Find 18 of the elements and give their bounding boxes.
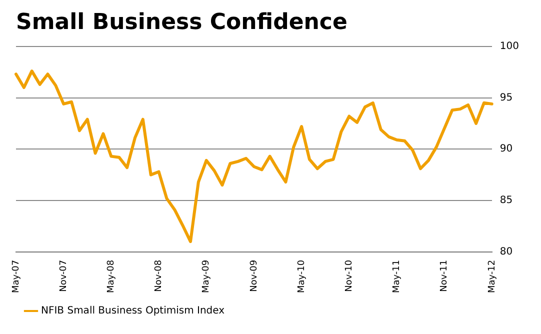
x-tick-label: May-12 (487, 260, 498, 294)
y-tick-label: 100 (500, 40, 520, 52)
x-tick-label: May-11 (392, 260, 402, 294)
x-tick-label: Nov-08 (154, 260, 164, 292)
x-tick-label: May-10 (296, 260, 307, 294)
x-tick-label: Nov-10 (344, 260, 354, 292)
x-tick-label: Nov-07 (58, 260, 69, 292)
x-tick-label: May-08 (106, 260, 117, 294)
legend-label: NFIB Small Business Optimism Index (41, 306, 225, 317)
x-tick-label: Nov-11 (440, 260, 450, 292)
y-tick-label: 90 (500, 144, 513, 155)
y-tick-label: 80 (500, 246, 513, 258)
x-tick-label: Nov-09 (249, 260, 260, 292)
x-tick-label: May-07 (11, 260, 22, 294)
chart-title: Small Business Confidence (16, 10, 348, 35)
x-tick-label: May-09 (202, 260, 212, 294)
y-tick-label: 95 (500, 92, 513, 104)
y-tick-label: 85 (500, 195, 513, 206)
